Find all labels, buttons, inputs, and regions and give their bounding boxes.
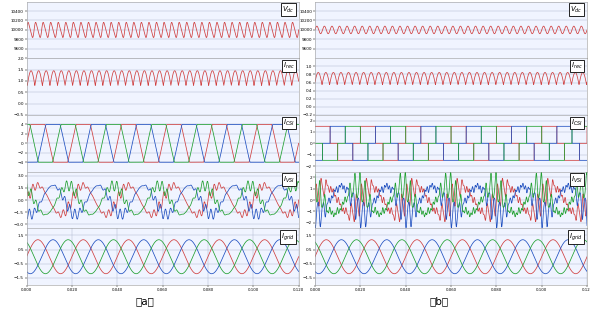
Text: （b）: （b） — [430, 296, 449, 306]
Text: $I_{CSI}$: $I_{CSI}$ — [571, 118, 583, 128]
Text: $I_{VSI}$: $I_{VSI}$ — [571, 175, 583, 185]
Text: $V_{dc}$: $V_{dc}$ — [571, 4, 583, 14]
Text: （a）: （a） — [135, 296, 154, 306]
Text: $V_{dc}$: $V_{dc}$ — [282, 4, 294, 14]
Text: $I_{rec}$: $I_{rec}$ — [571, 61, 583, 71]
Text: $I_{CSI}$: $I_{CSI}$ — [283, 118, 294, 128]
Text: $I_{grid}$: $I_{grid}$ — [569, 231, 583, 243]
Text: $I_{VSI}$: $I_{VSI}$ — [283, 175, 294, 185]
Text: $I_{rec}$: $I_{rec}$ — [283, 61, 294, 71]
Text: $I_{grid}$: $I_{grid}$ — [281, 231, 294, 243]
